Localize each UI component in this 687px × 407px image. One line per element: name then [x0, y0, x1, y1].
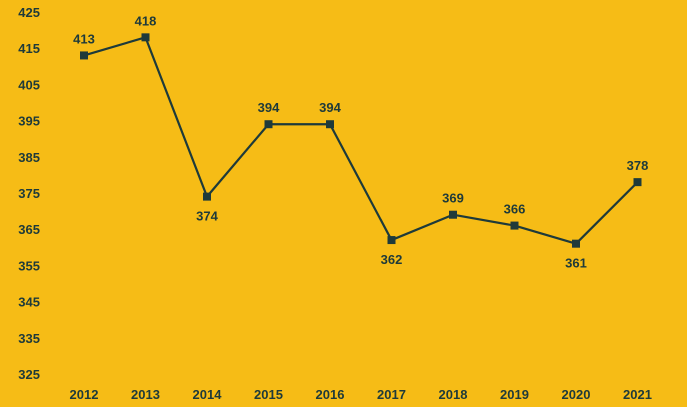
- x-tick-label: 2019: [500, 387, 529, 402]
- data-point-marker: [633, 178, 642, 187]
- y-tick-label: 395: [18, 114, 40, 129]
- data-labels: 413 418 374 394 394 362 369 366 361 378: [73, 13, 648, 270]
- x-tick-label: 2014: [193, 387, 223, 402]
- data-point-marker: [326, 120, 334, 129]
- x-tick-label: 2015: [254, 387, 283, 402]
- x-tick-label: 2021: [623, 387, 652, 402]
- data-label: 378: [627, 158, 649, 173]
- x-tick-label: 2017: [377, 387, 406, 402]
- series-line-path: [83, 36, 639, 245]
- data-label: 374: [196, 209, 218, 224]
- data-label: 394: [319, 100, 341, 115]
- series-markers: [80, 33, 642, 248]
- data-label: 361: [565, 256, 587, 271]
- y-axis: 325 335 345 355 365 375 385 395 405 415 425: [18, 5, 40, 382]
- y-tick-label: 325: [18, 367, 40, 382]
- data-label: 413: [73, 31, 95, 46]
- y-tick-label: 425: [18, 5, 40, 20]
- x-tick-label: 2018: [439, 387, 468, 402]
- data-point-marker: [449, 210, 457, 219]
- data-label: 394: [258, 100, 280, 115]
- data-point-marker: [510, 221, 519, 230]
- x-tick-label: 2012: [70, 387, 99, 402]
- y-tick-label: 375: [18, 186, 40, 201]
- x-tick-label: 2016: [316, 387, 345, 402]
- data-label: 366: [504, 202, 526, 217]
- data-point-marker: [387, 236, 396, 245]
- data-label: 418: [135, 13, 157, 28]
- y-tick-label: 415: [18, 41, 40, 56]
- data-label: 369: [442, 191, 464, 206]
- x-tick-label: 2020: [562, 387, 591, 402]
- y-tick-label: 355: [18, 258, 40, 273]
- y-tick-label: 345: [18, 295, 40, 310]
- y-tick-label: 405: [18, 77, 40, 92]
- x-axis: 2012 2013 2014 2015 2016 2017 2018 2019 2020 2021: [70, 387, 652, 402]
- data-point-marker: [141, 33, 150, 42]
- data-point-marker: [264, 120, 273, 129]
- y-tick-label: 335: [18, 331, 40, 346]
- y-tick-label: 365: [18, 222, 40, 237]
- data-label: 362: [381, 252, 403, 267]
- data-point-marker: [80, 51, 88, 60]
- data-point-marker: [572, 239, 580, 248]
- data-point-marker: [203, 192, 211, 201]
- series-line: [83, 36, 639, 245]
- x-tick-label: 2013: [131, 387, 160, 402]
- y-tick-label: 385: [18, 150, 40, 165]
